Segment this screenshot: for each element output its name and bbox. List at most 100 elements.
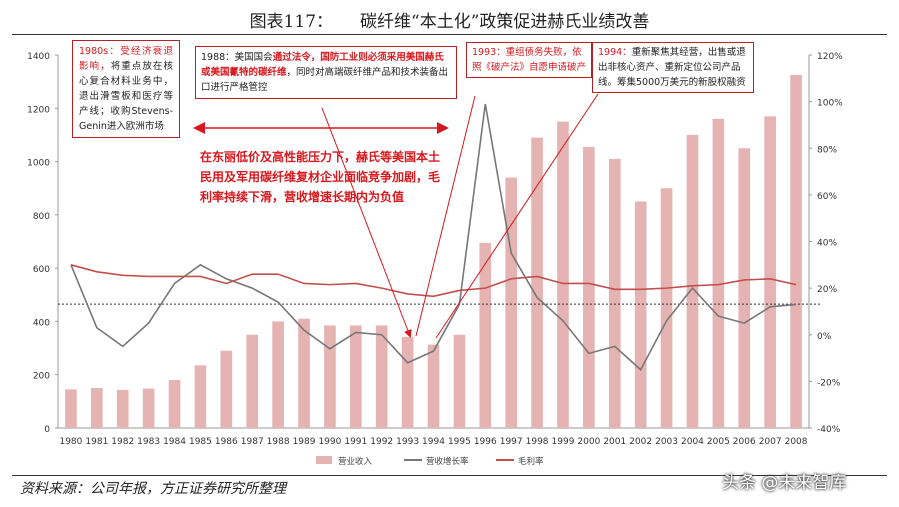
revenue-bar — [91, 388, 103, 428]
revenue-bar — [634, 201, 647, 428]
x-tick-label: 2003 — [655, 437, 678, 447]
x-tick-label: 1987 — [241, 437, 264, 447]
revenue-bar — [375, 325, 388, 428]
revenue-bar — [142, 388, 155, 428]
x-tick-label: 2008 — [785, 437, 808, 447]
annotation-1988: 1988：美国国会通过法令，国防工业则必须采用美国赫氏或美国氰特的碳纤维，同时对… — [195, 46, 457, 99]
annotation-1994-lead: 1994： — [598, 47, 632, 58]
revenue-bar — [686, 134, 699, 428]
right-tick-label: -20% — [817, 378, 841, 388]
watermark: 头条 @未来智库 — [722, 473, 847, 493]
revenue-bar — [272, 321, 284, 428]
x-tick-label: 2001 — [603, 437, 626, 447]
x-tick-label: 2004 — [681, 437, 704, 447]
revenue-bar — [65, 389, 77, 428]
left-tick-label: 1400 — [27, 52, 50, 62]
annotation-1980s-lead: 1980s：受经济衰退影响， — [79, 46, 173, 72]
revenue-bar — [660, 188, 673, 428]
x-tick-label: 2000 — [577, 437, 600, 447]
arrow-1993 — [415, 95, 476, 337]
x-tick-label: 1985 — [189, 437, 212, 447]
annotation-1980s-body: 将重点放在核心复合材料业务中，退出滑雪板和医疗等产线；收购Stevens-Gen… — [79, 61, 173, 132]
x-tick-label: 1988 — [267, 437, 290, 447]
revenue-bar — [479, 242, 492, 428]
x-tick-label: 1980 — [59, 437, 82, 447]
right-tick-label: 100% — [817, 99, 843, 109]
left-tick-label: 0 — [44, 425, 50, 435]
revenue-bars — [65, 74, 802, 429]
rate-lines — [70, 103, 797, 371]
revenue-bar — [349, 325, 362, 428]
arrow-1988 — [321, 107, 412, 338]
left-tick-label: 400 — [33, 318, 50, 328]
revenue-bar — [116, 389, 129, 428]
annotation-1988-lead: 1988：美国国会 — [201, 52, 273, 63]
right-tick-label: 120% — [817, 52, 843, 62]
revenue-bar — [194, 365, 207, 428]
x-tick-label: 1982 — [111, 437, 134, 447]
legend-label: 营收增长率 — [426, 456, 469, 467]
legend-swatch-revenue — [316, 456, 332, 464]
x-tick-label: 1998 — [526, 437, 549, 447]
annotation-1994: 1994：重新聚焦其经营，出售或退出非核心资产、重新定位公司产品线。筹集5000… — [592, 42, 754, 93]
annotation-1980s: 1980s：受经济衰退影响，将重点放在核心复合材料业务中，退出滑雪板和医疗等产线… — [72, 40, 180, 138]
x-tick-label: 1990 — [318, 437, 341, 447]
right-tick-label: 40% — [817, 239, 837, 249]
x-tick-label: 2006 — [733, 437, 756, 447]
right-tick-label: 0% — [817, 332, 832, 342]
legend-label: 毛利率 — [518, 456, 544, 467]
x-tick-label: 1997 — [500, 437, 523, 447]
revenue-bar — [790, 74, 802, 428]
revenue-bar — [298, 318, 310, 428]
legend-label: 营业收入 — [338, 456, 373, 467]
x-tick-label: 1995 — [448, 437, 471, 447]
revenue-bar — [738, 148, 751, 428]
revenue-bar — [401, 336, 414, 428]
revenue-bar — [557, 121, 569, 428]
top-divider — [12, 34, 887, 35]
axes-layer: 0 200 400 600 800 1000 1200 1400 -40% -20% 0% 20% 40… — [27, 52, 843, 447]
revenue-bar — [712, 118, 725, 428]
annotation-1988-law: 通过法令，国防工业则必须采用美国赫氏或美国氰特的碳纤维 — [201, 52, 444, 78]
revenue-bar — [764, 116, 776, 429]
left-tick-label: 200 — [33, 372, 50, 382]
x-tick-label: 1993 — [396, 437, 419, 447]
annotation-arrows — [193, 93, 599, 339]
x-tick-label: 1989 — [293, 437, 316, 447]
left-tick-label: 1200 — [27, 105, 50, 115]
page-title: 图表117： 碳纤维“本土化”政策促进赫氏业绩改善 — [249, 12, 650, 32]
mid-period-note: 在东丽低价及高性能压力下，赫氏等美国本土民用及军用碳纤维复材企业面临竞争加剧，毛… — [200, 150, 441, 204]
left-tick-label: 1000 — [27, 159, 50, 169]
revenue-bar — [608, 158, 621, 428]
x-tick-label: 1983 — [137, 437, 160, 447]
annotation-1988-tail: ，同时对高端碳纤维产品和技术装备出口进行严格管控 — [201, 67, 449, 93]
revenue-bar — [531, 137, 543, 429]
revenue-bar — [324, 325, 336, 428]
x-tick-label: 1984 — [163, 437, 186, 447]
x-tick-label: 1999 — [552, 437, 575, 447]
right-tick-label: 80% — [817, 145, 837, 155]
revenue-bar — [505, 177, 518, 428]
x-tick-label: 1996 — [474, 437, 497, 447]
revenue-growth-line — [70, 103, 797, 371]
x-tick-label: 1991 — [344, 437, 367, 447]
right-tick-label: -40% — [817, 425, 841, 435]
left-tick-label: 800 — [33, 212, 50, 222]
annotation-1993-text: 1993：重组债务失败，依照《破产法》自愿申请破产 — [472, 47, 587, 73]
legend: 营业收入 营收增长率 毛利率 — [316, 456, 544, 467]
bottom-divider — [12, 475, 887, 476]
source-note: 资料来源：公司年报，方正证券研究所整理 — [20, 481, 286, 497]
revenue-bar — [583, 146, 595, 429]
revenue-bar — [220, 350, 233, 428]
revenue-bar — [453, 334, 466, 428]
revenue-bar — [427, 344, 440, 428]
annotation-1993: 1993：重组债务失败，依照《破产法》自愿申请破产 — [466, 42, 592, 78]
right-tick-label: 20% — [817, 285, 837, 295]
x-tick-label: 2007 — [759, 437, 782, 447]
gross-margin-line — [70, 264, 797, 298]
x-tick-label: 1986 — [215, 437, 238, 447]
annotation-1994-body: 重新聚焦其经营，出售或退出非核心资产、重新定位公司产品线。筹集5000万美元的新… — [598, 47, 746, 88]
right-tick-label: 60% — [817, 192, 837, 202]
revenue-bar — [168, 380, 181, 428]
revenue-bar — [246, 334, 259, 428]
